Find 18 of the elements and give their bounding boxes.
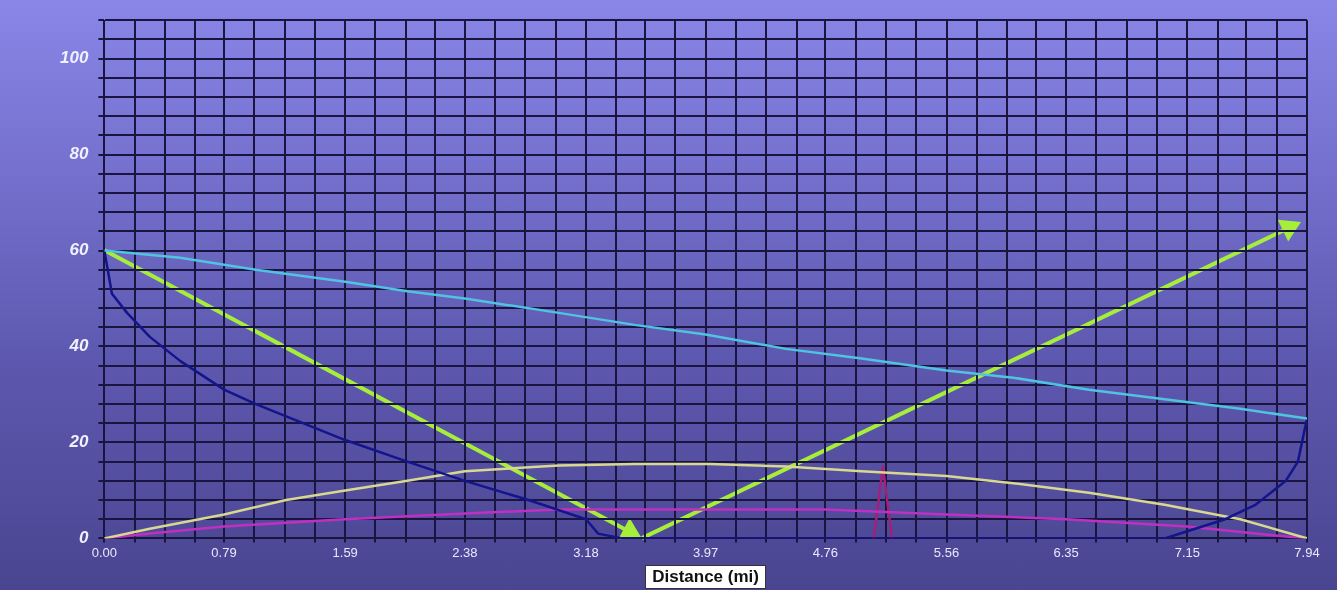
x-tick-label: 0.79 xyxy=(211,544,237,560)
x-tick-label: 3.97 xyxy=(693,544,719,560)
y-tick-label: 80 xyxy=(69,144,89,164)
x-axis-title: Distance (mi) xyxy=(645,565,766,589)
y-tick-label: 100 xyxy=(59,48,89,68)
x-tick-label: 7.15 xyxy=(1174,544,1200,560)
x-tick-label: 7.94 xyxy=(1294,544,1320,560)
y-tick-label: 60 xyxy=(69,240,89,260)
x-tick-label: 4.76 xyxy=(812,544,838,560)
x-tick-label: 3.18 xyxy=(573,544,599,560)
x-tick-label: 5.56 xyxy=(933,544,960,560)
x-tick-label: 1.59 xyxy=(332,544,358,560)
y-tick-label: 20 xyxy=(68,432,89,452)
x-tick-label: 2.38 xyxy=(452,544,478,560)
y-tick-label: 0 xyxy=(78,528,89,548)
y-tick-label: 40 xyxy=(68,336,89,356)
x-tick-label: 0.00 xyxy=(91,544,118,560)
x-tick-label: 6.35 xyxy=(1053,544,1079,560)
